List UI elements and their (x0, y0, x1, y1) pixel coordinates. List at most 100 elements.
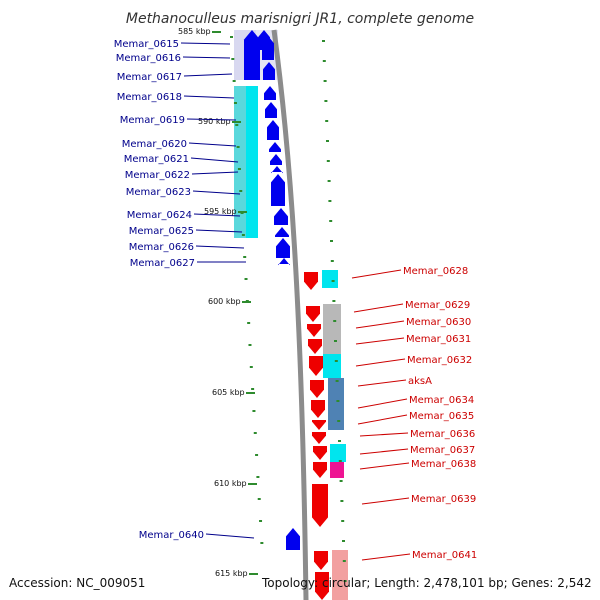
label-leader-line (351, 269, 402, 279)
forward-gene-arrow[interactable] (265, 102, 277, 118)
reverse-gene-arrow[interactable] (315, 572, 329, 600)
tick-dot (322, 40, 325, 42)
reverse-gene-arrow[interactable] (312, 484, 328, 527)
kbp-tick-mark (249, 573, 258, 575)
forward-gene-label[interactable]: Memar_0626 (129, 242, 194, 253)
tick-dot (328, 200, 332, 202)
reverse-gene-label[interactable]: Memar_0636 (410, 429, 475, 440)
label-leader-line (361, 497, 410, 505)
reverse-gene-arrow[interactable] (309, 356, 323, 376)
tick-dot (243, 256, 247, 258)
forward-gene-label[interactable]: Memar_0621 (124, 154, 189, 165)
reverse-gene-arrow[interactable] (312, 432, 326, 444)
reverse-gene-label[interactable]: Memar_0641 (412, 550, 477, 561)
forward-gene-label[interactable]: Memar_0622 (125, 170, 190, 181)
label-leader-line (357, 379, 407, 387)
tick-dot (333, 320, 337, 322)
reverse-gene-label[interactable]: Memar_0634 (409, 395, 474, 406)
tick-dot (336, 400, 340, 402)
reverse-gene-label[interactable]: Memar_0632 (407, 355, 472, 366)
label-leader-line (182, 56, 231, 59)
tick-dot (253, 432, 257, 434)
label-leader-line (186, 118, 237, 121)
label-leader-line (183, 73, 233, 77)
reverse-gene-label[interactable]: Memar_0637 (410, 445, 475, 456)
forward-gene-arrow[interactable] (270, 154, 282, 165)
tick-dot (342, 560, 346, 562)
label-leader-line (353, 303, 404, 313)
forward-gene-arrow[interactable] (263, 62, 275, 80)
reverse-gene-label[interactable]: Memar_0635 (409, 411, 474, 422)
forward-gene-label[interactable]: Memar_0619 (120, 115, 185, 126)
kbp-tick-label: 590 kbp (198, 117, 231, 126)
tick-dot (257, 498, 261, 500)
tick-dot (231, 58, 235, 60)
label-leader-line (357, 414, 408, 425)
topology-text: Topology: circular; Length: 2,478,101 bp… (261, 576, 592, 590)
forward-gene-label[interactable]: Memar_0617 (117, 72, 182, 83)
tick-dot (256, 476, 260, 478)
forward-gene-arrow[interactable] (271, 174, 285, 206)
reverse-gene-arrow[interactable] (307, 324, 321, 337)
tick-dot (259, 520, 263, 522)
kbp-tick-label: 595 kbp (204, 207, 237, 216)
tick-dot (334, 340, 337, 342)
tick-dot (232, 80, 236, 82)
tick-dot (241, 234, 245, 236)
forward-gene-arrow[interactable] (264, 86, 276, 100)
reverse-gene-arrow[interactable] (306, 306, 320, 322)
reverse-gene-arrow[interactable] (308, 339, 322, 354)
forward-gene-arrow[interactable] (286, 528, 300, 550)
tick-dot (230, 36, 233, 38)
similarity-band (330, 444, 346, 462)
forward-gene-label[interactable]: Memar_0625 (129, 226, 194, 237)
forward-gene-label[interactable]: Memar_0627 (130, 258, 195, 269)
forward-gene-label[interactable]: Memar_0623 (126, 187, 191, 198)
tick-dot (327, 180, 331, 182)
forward-gene-arrow[interactable] (262, 36, 274, 60)
forward-gene-label[interactable]: Memar_0624 (127, 210, 192, 221)
tick-dot (237, 168, 241, 170)
reverse-gene-arrow[interactable] (313, 462, 327, 478)
tick-dot (322, 60, 326, 62)
tick-dot (334, 360, 338, 362)
label-leader-line (188, 142, 237, 147)
forward-gene-arrow[interactable] (274, 208, 288, 225)
reverse-gene-label[interactable]: Memar_0628 (403, 266, 468, 277)
reverse-gene-label[interactable]: Memar_0630 (406, 317, 471, 328)
forward-gene-arrow[interactable] (244, 30, 260, 80)
forward-gene-arrow[interactable] (275, 227, 289, 237)
forward-gene-arrow[interactable] (278, 258, 290, 266)
forward-gene-label[interactable]: Memar_0618 (117, 92, 182, 103)
forward-gene-label[interactable]: Memar_0620 (122, 139, 187, 150)
reverse-gene-arrow[interactable] (312, 420, 326, 430)
tick-dot (235, 124, 239, 126)
kbp-tick-mark (246, 392, 255, 394)
forward-gene-label[interactable]: Memar_0616 (116, 53, 181, 64)
forward-gene-arrow[interactable] (276, 238, 290, 258)
reverse-gene-arrow[interactable] (311, 400, 325, 418)
reverse-gene-label[interactable]: Memar_0631 (406, 334, 471, 345)
label-leader-line (183, 95, 235, 99)
label-leader-line (192, 190, 241, 195)
reverse-gene-arrow[interactable] (313, 446, 327, 460)
reverse-gene-label[interactable]: aksA (408, 376, 432, 387)
map-title: Methanoculleus marisnigri JR1, complete … (126, 11, 474, 27)
reverse-gene-arrow[interactable] (314, 551, 328, 570)
forward-gene-label[interactable]: Memar_0615 (114, 39, 179, 50)
reverse-gene-arrow[interactable] (304, 272, 318, 290)
reverse-gene-label[interactable]: Memar_0639 (411, 494, 476, 505)
forward-gene-arrow[interactable] (269, 142, 281, 152)
label-leader-line (359, 432, 409, 437)
forward-gene-label[interactable]: Memar_0640 (139, 530, 204, 541)
forward-gene-arrow[interactable] (267, 120, 279, 140)
kbp-tick-mark (212, 31, 221, 33)
kbp-tick-label: 605 kbp (212, 388, 245, 397)
reverse-gene-label[interactable]: Memar_0638 (411, 459, 476, 470)
reverse-gene-label[interactable]: Memar_0629 (405, 300, 470, 311)
forward-gene-arrow[interactable] (271, 166, 283, 174)
reverse-gene-arrow[interactable] (310, 380, 324, 398)
tick-dot (330, 240, 333, 242)
tick-dot (326, 140, 329, 142)
